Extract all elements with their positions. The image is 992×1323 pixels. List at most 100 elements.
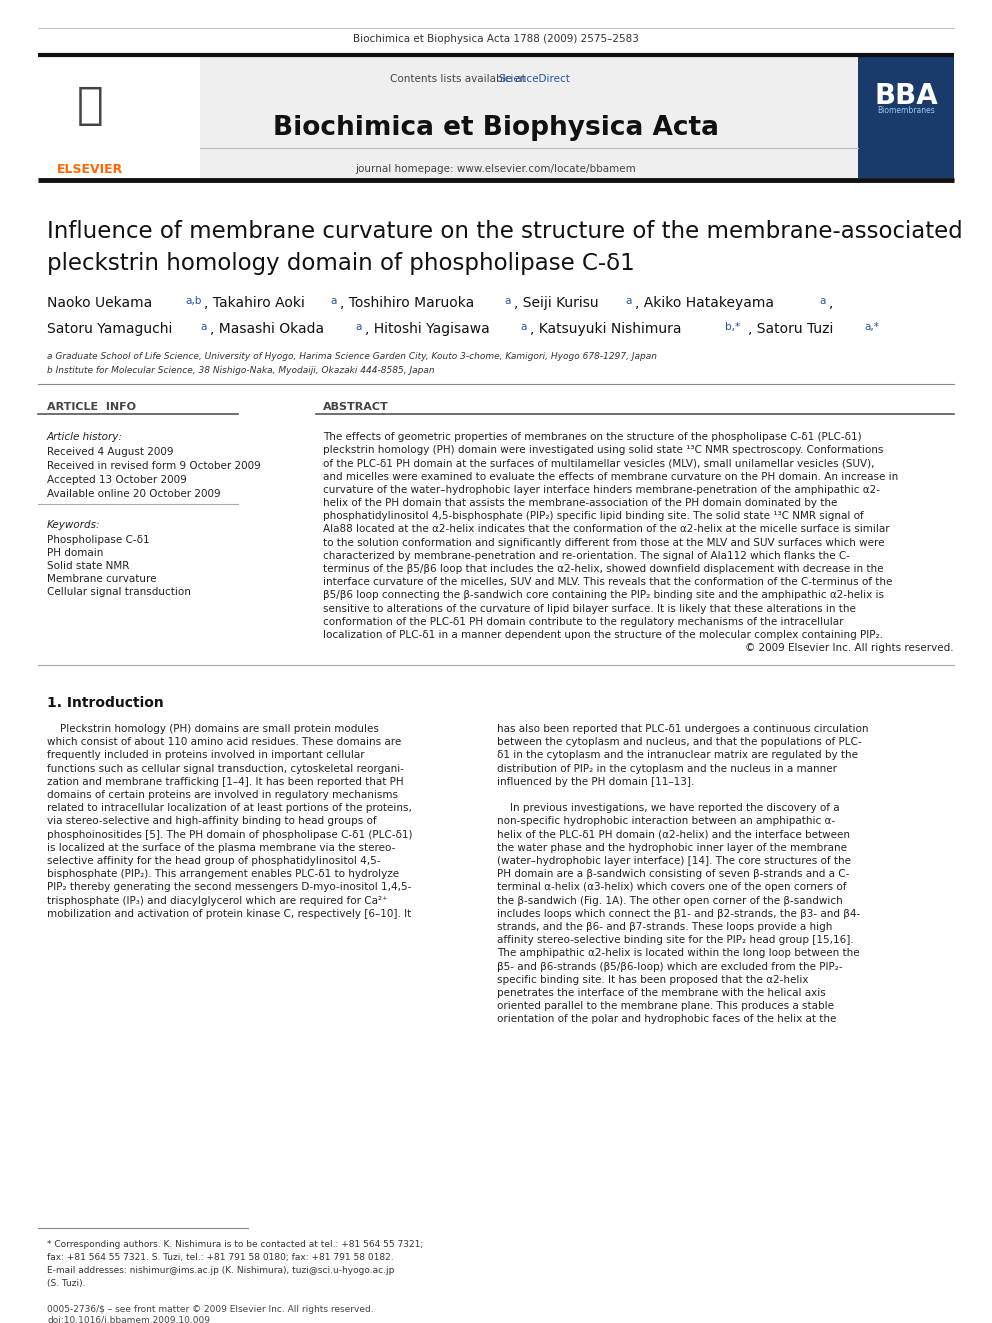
Text: δ1 in the cytoplasm and the intranuclear matrix are regulated by the: δ1 in the cytoplasm and the intranuclear… [497,750,858,761]
Text: pleckstrin homology domain of phospholipase C-δ1: pleckstrin homology domain of phospholip… [47,251,635,275]
Text: , Masashi Okada: , Masashi Okada [210,321,324,336]
Text: , Hitoshi Yagisawa: , Hitoshi Yagisawa [365,321,490,336]
Text: 🌲: 🌲 [76,83,103,127]
Text: penetrates the interface of the membrane with the helical axis: penetrates the interface of the membrane… [497,988,825,998]
Text: The amphipathic α2-helix is located within the long loop between the: The amphipathic α2-helix is located with… [497,949,860,958]
Text: localization of PLC-δ1 in a manner dependent upon the structure of the molecular: localization of PLC-δ1 in a manner depen… [323,630,883,640]
Text: helix of the PLC-δ1 PH domain (α2-helix) and the interface between: helix of the PLC-δ1 PH domain (α2-helix)… [497,830,850,840]
Text: the β-sandwich (Fig. 1A). The other open corner of the β-sandwich: the β-sandwich (Fig. 1A). The other open… [497,896,843,906]
Text: terminal α-helix (α3-helix) which covers one of the open corners of: terminal α-helix (α3-helix) which covers… [497,882,846,893]
Text: pleckstrin homology (PH) domain were investigated using solid state ¹³C NMR spec: pleckstrin homology (PH) domain were inv… [323,446,883,455]
Text: ELSEVIER: ELSEVIER [57,163,123,176]
Text: a: a [330,296,336,306]
Text: In previous investigations, we have reported the discovery of a: In previous investigations, we have repo… [497,803,839,814]
Text: orientation of the polar and hydrophobic faces of the helix at the: orientation of the polar and hydrophobic… [497,1015,836,1024]
Text: a: a [625,296,631,306]
Text: distribution of PIP₂ in the cytoplasm and the nucleus in a manner: distribution of PIP₂ in the cytoplasm an… [497,763,837,774]
Text: mobilization and activation of protein kinase C, respectively [6–10]. It: mobilization and activation of protein k… [47,909,412,918]
Text: Naoko Uekama: Naoko Uekama [47,296,152,310]
Text: PH domain are a β-sandwich consisting of seven β-strands and a C-: PH domain are a β-sandwich consisting of… [497,869,849,880]
Text: Available online 20 October 2009: Available online 20 October 2009 [47,490,220,499]
Text: β5- and β6-strands (β5/β6-loop) which are excluded from the PIP₂-: β5- and β6-strands (β5/β6-loop) which ar… [497,962,842,971]
Text: Biomembranes: Biomembranes [877,106,934,115]
Text: a,b: a,b [185,296,201,306]
Text: (water–hydrophobic layer interface) [14]. The core structures of the: (water–hydrophobic layer interface) [14]… [497,856,851,867]
Text: conformation of the PLC-δ1 PH domain contribute to the regulatory mechanisms of : conformation of the PLC-δ1 PH domain con… [323,617,843,627]
Text: functions such as cellular signal transduction, cytoskeletal reorgani-: functions such as cellular signal transd… [47,763,404,774]
Text: a: a [520,321,527,332]
Text: terminus of the β5/β6 loop that includes the α2-helix, showed downfield displace: terminus of the β5/β6 loop that includes… [323,564,884,574]
Text: which consist of about 110 amino acid residues. These domains are: which consist of about 110 amino acid re… [47,737,401,747]
Text: © 2009 Elsevier Inc. All rights reserved.: © 2009 Elsevier Inc. All rights reserved… [745,643,954,654]
Text: strands, and the β6- and β7-strands. These loops provide a high: strands, and the β6- and β7-strands. The… [497,922,832,931]
Text: is localized at the surface of the plasma membrane via the stereo-: is localized at the surface of the plasm… [47,843,396,853]
Text: Keywords:: Keywords: [47,520,100,531]
Text: Contents lists available at: Contents lists available at [390,74,529,83]
Text: Biochimica et Biophysica Acta 1788 (2009) 2575–2583: Biochimica et Biophysica Acta 1788 (2009… [353,34,639,44]
Text: a,*: a,* [864,321,879,332]
Text: domains of certain proteins are involved in regulatory mechanisms: domains of certain proteins are involved… [47,790,398,800]
Text: β5/β6 loop connecting the β-sandwich core containing the PIP₂ binding site and t: β5/β6 loop connecting the β-sandwich cor… [323,590,884,601]
Text: Received in revised form 9 October 2009: Received in revised form 9 October 2009 [47,460,261,471]
Text: phosphoinositides [5]. The PH domain of phospholipase C-δ1 (PLC-δ1): phosphoinositides [5]. The PH domain of … [47,830,413,840]
Text: a: a [504,296,510,306]
Text: 1. Introduction: 1. Introduction [47,696,164,710]
Text: interface curvature of the micelles, SUV and MLV. This reveals that the conforma: interface curvature of the micelles, SUV… [323,577,893,587]
Text: to the solution conformation and significantly different from those at the MLV a: to the solution conformation and signifi… [323,537,885,548]
Text: a Graduate School of Life Science, University of Hyogo, Harima Science Garden Ci: a Graduate School of Life Science, Unive… [47,352,657,361]
Text: Membrane curvature: Membrane curvature [47,574,157,583]
Text: phosphatidylinositol 4,5-bisphosphate (PIP₂) specific lipid binding site. The so: phosphatidylinositol 4,5-bisphosphate (P… [323,511,864,521]
Text: and micelles were examined to evaluate the effects of membrane curvature on the : and micelles were examined to evaluate t… [323,471,898,482]
Text: The effects of geometric properties of membranes on the structure of the phospho: The effects of geometric properties of m… [323,433,862,442]
Text: , Seiji Kurisu: , Seiji Kurisu [514,296,598,310]
Text: Biochimica et Biophysica Acta: Biochimica et Biophysica Acta [273,115,719,142]
Text: fax: +81 564 55 7321. S. Tuzi, tel.: +81 791 58 0180; fax: +81 791 58 0182.: fax: +81 564 55 7321. S. Tuzi, tel.: +81… [47,1253,394,1262]
Text: non-specific hydrophobic interaction between an amphipathic α-: non-specific hydrophobic interaction bet… [497,816,835,827]
Text: Pleckstrin homology (PH) domains are small protein modules: Pleckstrin homology (PH) domains are sma… [47,724,379,734]
Text: influenced by the PH domain [11–13].: influenced by the PH domain [11–13]. [497,777,694,787]
Text: affinity stereo-selective binding site for the PIP₂ head group [15,16].: affinity stereo-selective binding site f… [497,935,854,945]
Text: Solid state NMR: Solid state NMR [47,561,129,572]
Text: Influence of membrane curvature on the structure of the membrane-associated: Influence of membrane curvature on the s… [47,220,963,243]
Text: ,: , [829,296,833,310]
Text: ABSTRACT: ABSTRACT [323,402,389,411]
Text: of the PLC-δ1 PH domain at the surfaces of multilamellar vesicles (MLV), small u: of the PLC-δ1 PH domain at the surfaces … [323,458,875,468]
Text: PIP₂ thereby generating the second messengers D-myo-inositol 1,4,5-: PIP₂ thereby generating the second messe… [47,882,412,893]
Text: Accepted 13 October 2009: Accepted 13 October 2009 [47,475,186,486]
Text: Article history:: Article history: [47,433,123,442]
Text: a: a [355,321,361,332]
Text: Ala88 located at the α2-helix indicates that the conformation of the α2-helix at: Ala88 located at the α2-helix indicates … [323,524,890,534]
Text: has also been reported that PLC-δ1 undergoes a continuous circulation: has also been reported that PLC-δ1 under… [497,724,869,734]
Text: , Toshihiro Maruoka: , Toshihiro Maruoka [340,296,474,310]
Text: related to intracellular localization of at least portions of the proteins,: related to intracellular localization of… [47,803,412,814]
Text: a: a [819,296,825,306]
Text: (S. Tuzi).: (S. Tuzi). [47,1279,85,1289]
Text: , Akiko Hatakeyama: , Akiko Hatakeyama [635,296,774,310]
FancyBboxPatch shape [200,56,858,179]
Text: E-mail addresses: nishimur@ims.ac.jp (K. Nishimura), tuzi@sci.u-hyogo.ac.jp: E-mail addresses: nishimur@ims.ac.jp (K.… [47,1266,395,1275]
Text: frequently included in proteins involved in important cellular: frequently included in proteins involved… [47,750,365,761]
Text: PH domain: PH domain [47,548,103,558]
Text: , Satoru Tuzi: , Satoru Tuzi [748,321,833,336]
Text: trisphosphate (IP₃) and diacylglycerol which are required for Ca²⁺: trisphosphate (IP₃) and diacylglycerol w… [47,896,388,906]
Text: helix of the PH domain that assists the membrane-association of the PH domain do: helix of the PH domain that assists the … [323,497,837,508]
Text: the water phase and the hydrophobic inner layer of the membrane: the water phase and the hydrophobic inne… [497,843,847,853]
Text: ScienceDirect: ScienceDirect [498,74,569,83]
Text: b,*: b,* [725,321,740,332]
Text: a: a [200,321,206,332]
Text: zation and membrane trafficking [1–4]. It has been reported that PH: zation and membrane trafficking [1–4]. I… [47,777,404,787]
Text: specific binding site. It has been proposed that the α2-helix: specific binding site. It has been propo… [497,975,808,984]
Text: characterized by membrane-penetration and re-orientation. The signal of Ala112 w: characterized by membrane-penetration an… [323,550,850,561]
Text: Phospholipase C-δ1: Phospholipase C-δ1 [47,534,150,545]
Text: between the cytoplasm and nucleus, and that the populations of PLC-: between the cytoplasm and nucleus, and t… [497,737,862,747]
Text: b Institute for Molecular Science, 38 Nishigo-Naka, Myodaiji, Okazaki 444-8585, : b Institute for Molecular Science, 38 Ni… [47,366,434,374]
Text: Satoru Yamaguchi: Satoru Yamaguchi [47,321,173,336]
Text: , Takahiro Aoki: , Takahiro Aoki [204,296,305,310]
Text: * Corresponding authors. K. Nishimura is to be contacted at tel.: +81 564 55 732: * Corresponding authors. K. Nishimura is… [47,1240,424,1249]
Text: 0005-2736/$ – see front matter © 2009 Elsevier Inc. All rights reserved.: 0005-2736/$ – see front matter © 2009 El… [47,1304,374,1314]
Text: selective affinity for the head group of phosphatidylinositol 4,5-: selective affinity for the head group of… [47,856,381,867]
Text: curvature of the water–hydrophobic layer interface hinders membrane-penetration : curvature of the water–hydrophobic layer… [323,484,880,495]
Text: bisphosphate (PIP₂). This arrangement enables PLC-δ1 to hydrolyze: bisphosphate (PIP₂). This arrangement en… [47,869,399,880]
FancyBboxPatch shape [858,56,954,179]
Text: oriented parallel to the membrane plane. This produces a stable: oriented parallel to the membrane plane.… [497,1002,834,1011]
